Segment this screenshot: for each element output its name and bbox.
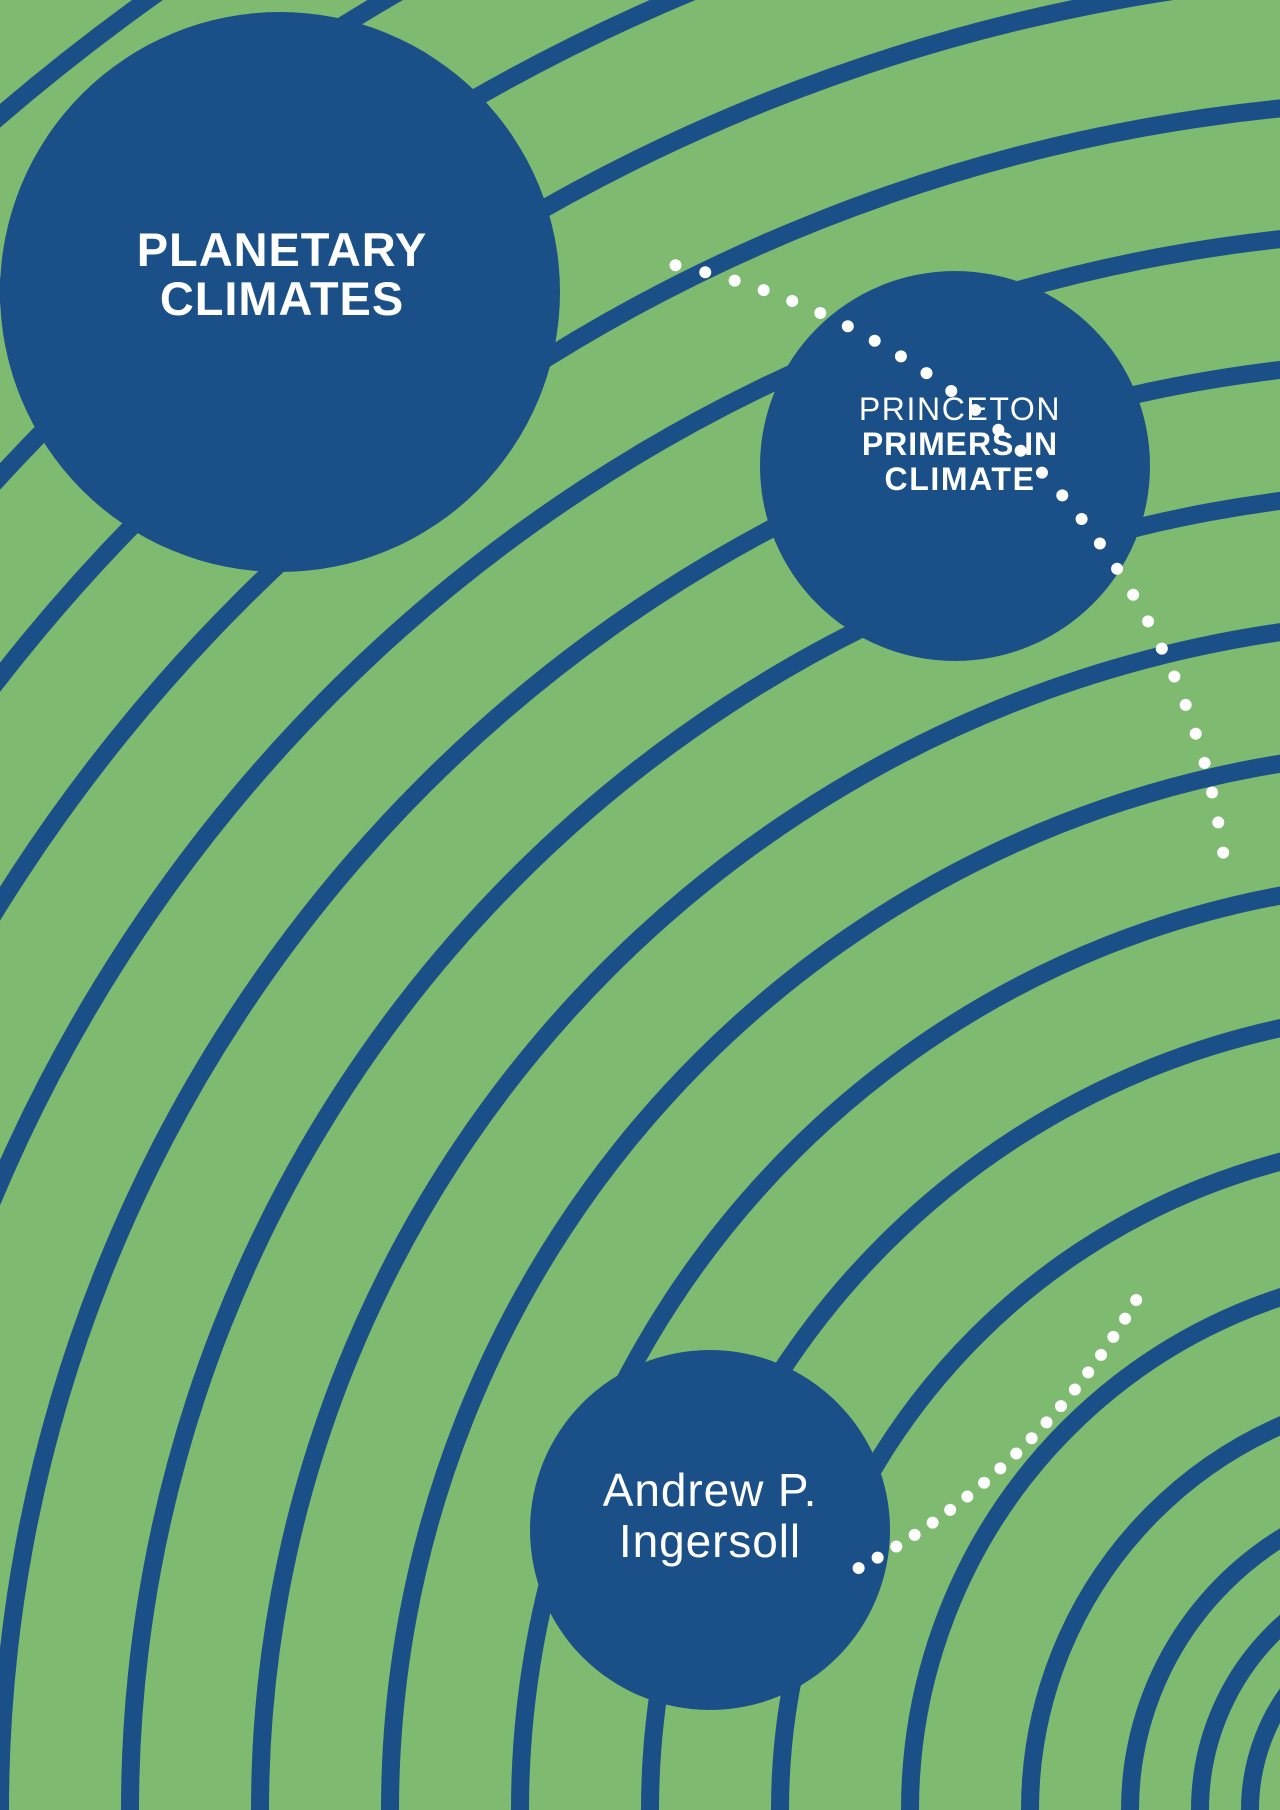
author-line2: Ingersoll xyxy=(619,1515,801,1567)
series-title: PRINCETON PRIMERS IN CLIMATE xyxy=(820,392,1100,498)
series-line3: CLIMATE xyxy=(884,461,1035,497)
title-line2: CLIMATES xyxy=(160,272,404,325)
author-name: Andrew P. Ingersoll xyxy=(570,1465,850,1566)
series-line2: PRIMERS IN xyxy=(862,426,1058,462)
book-title: PLANETARY CLIMATES xyxy=(112,225,452,324)
book-cover: PLANETARY CLIMATES PRINCETON PRIMERS IN … xyxy=(0,0,1280,1810)
title-line1: PLANETARY xyxy=(137,223,427,276)
author-line1: Andrew P. xyxy=(603,1464,818,1516)
series-line1: PRINCETON xyxy=(859,391,1061,427)
